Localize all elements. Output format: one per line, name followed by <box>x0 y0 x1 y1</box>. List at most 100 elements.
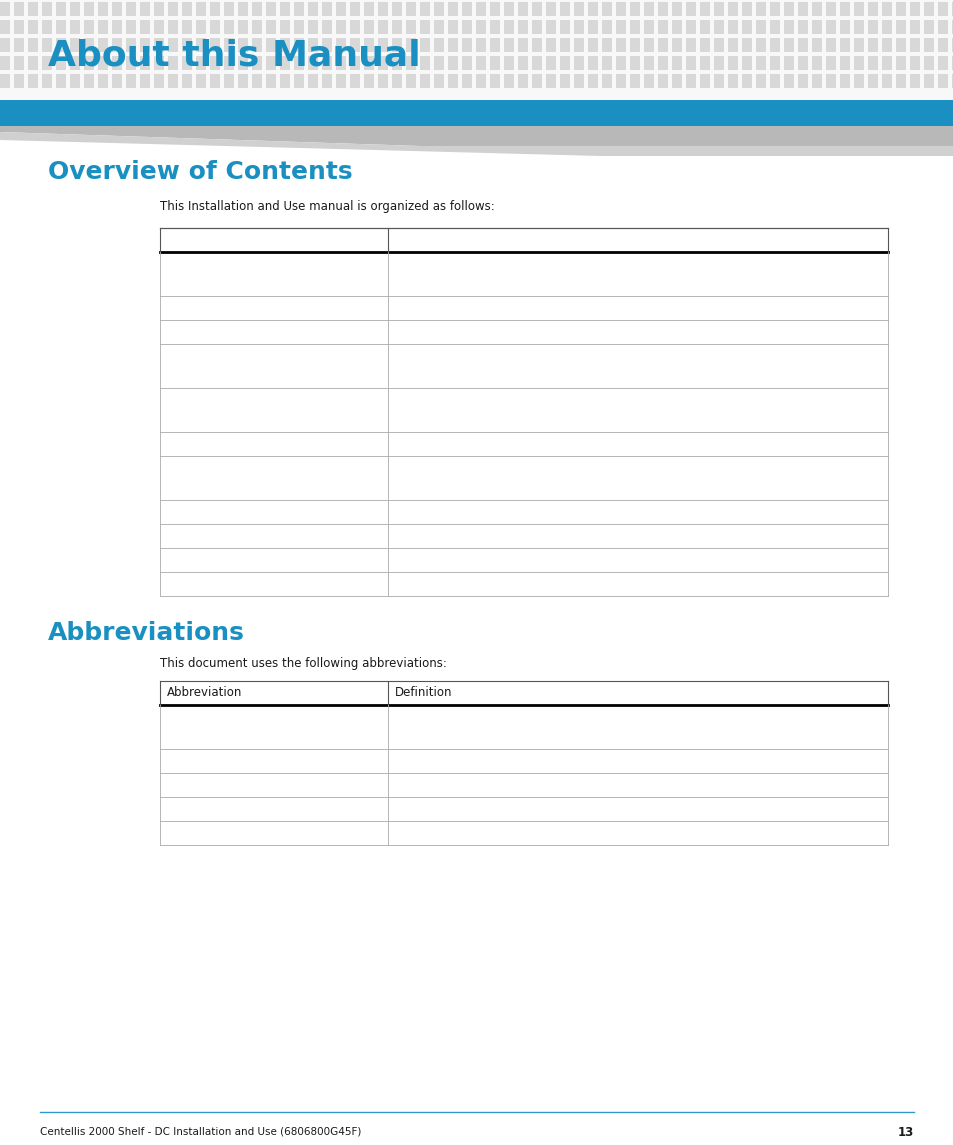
Bar <box>741 2 751 16</box>
Bar <box>461 56 472 70</box>
Bar <box>140 56 150 70</box>
Bar <box>476 19 485 34</box>
Bar <box>434 19 443 34</box>
Bar <box>364 19 374 34</box>
Bar <box>182 2 192 16</box>
Bar <box>160 705 887 749</box>
Bar <box>461 38 472 52</box>
Bar <box>797 56 807 70</box>
Bar <box>56 56 66 70</box>
Bar <box>797 19 807 34</box>
Bar <box>160 821 887 845</box>
Bar <box>503 74 514 88</box>
Bar <box>237 74 248 88</box>
Bar <box>364 56 374 70</box>
Bar <box>28 2 38 16</box>
Bar <box>574 19 583 34</box>
Bar <box>643 74 654 88</box>
Bar <box>476 38 485 52</box>
Bar <box>308 38 317 52</box>
Text: 13: 13 <box>897 1126 913 1139</box>
Bar <box>853 19 863 34</box>
Bar <box>406 19 416 34</box>
Bar <box>210 38 220 52</box>
Bar <box>70 2 80 16</box>
Bar <box>406 38 416 52</box>
Text: Describes the safety information which has to be regarded: Describes the safety information which h… <box>395 303 722 313</box>
Text: Provides site planning considerations and checklists, describes the
requirements: Provides site planning considerations an… <box>395 395 767 417</box>
Bar <box>503 2 514 16</box>
Bar <box>490 2 499 16</box>
Bar <box>658 2 667 16</box>
Bar <box>517 74 527 88</box>
Bar <box>28 74 38 88</box>
Bar <box>182 38 192 52</box>
Text: AdvancedTCA Mezzanine Card: AdvancedTCA Mezzanine Card <box>395 756 563 766</box>
Bar <box>713 19 723 34</box>
Bar <box>517 2 527 16</box>
Text: Overview of Contents: Overview of Contents <box>48 160 353 184</box>
Text: Abbreviations: Abbreviations <box>48 621 245 645</box>
Bar <box>266 56 275 70</box>
Bar <box>517 56 527 70</box>
Bar <box>182 74 192 88</box>
Text: Lists related documentation and specifications: Lists related documentation and specific… <box>395 579 655 589</box>
Bar <box>377 19 388 34</box>
Bar <box>153 2 164 16</box>
Bar <box>700 56 709 70</box>
Bar <box>867 19 877 34</box>
Text: Advanced Telecom Computing Architecture: Advanced Telecom Computing Architecture <box>395 712 636 722</box>
Bar <box>923 74 933 88</box>
Text: Site Preparation: Site Preparation <box>167 395 256 405</box>
Bar <box>895 19 905 34</box>
Bar <box>895 74 905 88</box>
Bar <box>937 74 947 88</box>
Bar <box>587 74 598 88</box>
Bar <box>448 38 457 52</box>
Bar <box>377 74 388 88</box>
Bar <box>658 38 667 52</box>
Bar <box>825 38 835 52</box>
Bar <box>923 56 933 70</box>
Bar <box>0 56 10 70</box>
Bar <box>503 56 514 70</box>
Bar <box>545 2 556 16</box>
Text: This document uses the following abbreviations:: This document uses the following abbrevi… <box>160 657 446 670</box>
Bar <box>308 74 317 88</box>
Bar <box>559 74 569 88</box>
Bar <box>811 74 821 88</box>
Bar <box>755 2 765 16</box>
Bar <box>153 74 164 88</box>
Bar <box>160 773 887 797</box>
Bar <box>392 38 401 52</box>
Bar <box>84 38 94 52</box>
Bar <box>937 19 947 34</box>
Bar <box>713 56 723 70</box>
Bar <box>825 74 835 88</box>
Bar <box>210 74 220 88</box>
Text: AWG: AWG <box>167 828 193 838</box>
Bar <box>658 56 667 70</box>
Bar <box>112 56 122 70</box>
Bar <box>98 19 108 34</box>
Bar <box>160 572 887 597</box>
Bar <box>280 56 290 70</box>
Bar <box>224 38 233 52</box>
Bar <box>280 2 290 16</box>
Bar <box>56 19 66 34</box>
Bar <box>559 56 569 70</box>
Bar <box>769 2 780 16</box>
Bar <box>252 19 262 34</box>
Bar <box>517 38 527 52</box>
Bar <box>587 19 598 34</box>
Bar <box>364 2 374 16</box>
Bar <box>98 74 108 88</box>
Bar <box>266 74 275 88</box>
Bar <box>713 38 723 52</box>
Bar <box>587 38 598 52</box>
Bar <box>853 2 863 16</box>
Bar <box>322 19 332 34</box>
Bar <box>160 344 887 388</box>
Bar <box>601 74 612 88</box>
Bar <box>825 56 835 70</box>
